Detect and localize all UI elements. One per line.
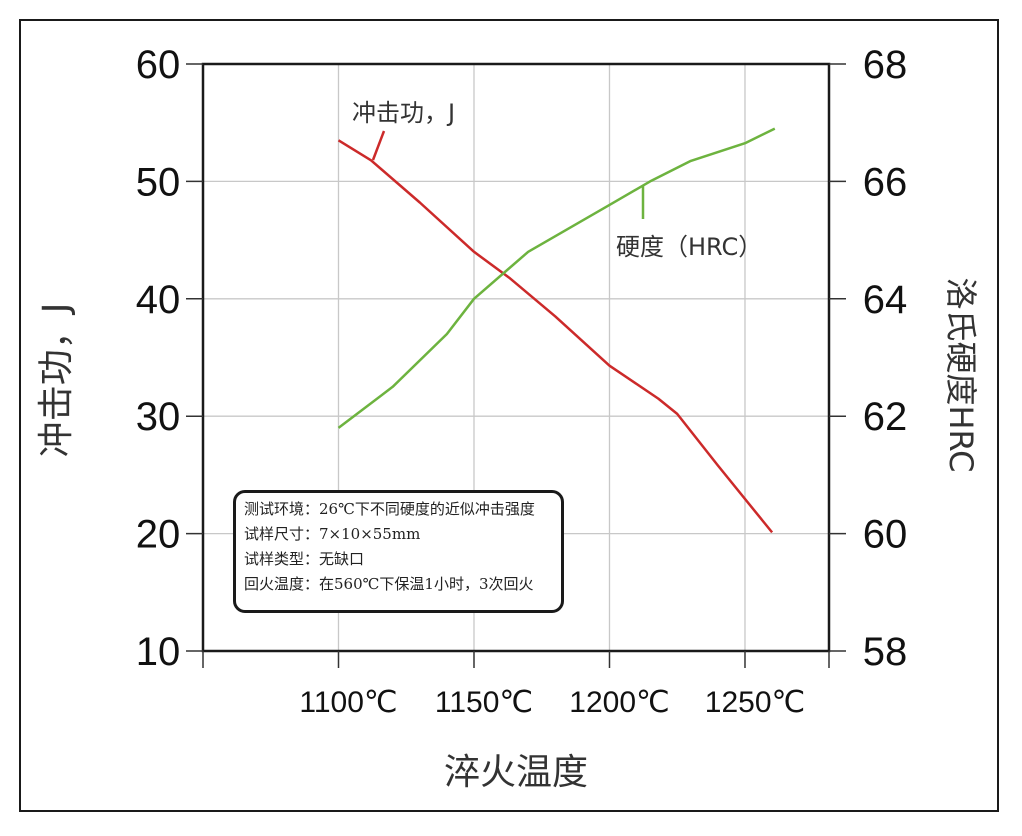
y-left-axis-title: 冲击功，J bbox=[36, 303, 77, 458]
tempering-line: 回火温度：在560℃下保温1小时，3次回火 bbox=[244, 575, 534, 593]
y-left-tick-label: 10 bbox=[136, 630, 181, 674]
test-conditions-box: 测试环境：26℃下不同硬度的近似冲击强度 试样尺寸：7×10×55mm 试样类型… bbox=[233, 490, 564, 613]
y-left-tick-label: 20 bbox=[136, 513, 181, 557]
y-left-tick-label: 30 bbox=[136, 395, 181, 439]
hardness-annotation-label: 硬度（HRC） bbox=[616, 233, 762, 261]
impact-annotation-label: 冲击功，J bbox=[352, 99, 455, 127]
specimen-type-line: 试样类型：无缺口 bbox=[244, 550, 365, 568]
impact-annotation-leader bbox=[371, 130, 386, 161]
y-right-tick-label: 66 bbox=[863, 160, 908, 204]
y-right-axis-title: 洛氏硬度HRC bbox=[942, 277, 980, 472]
y-right-tick-labels: 68 66 64 62 60 58 bbox=[863, 43, 908, 674]
x-tick-label: 1150℃ bbox=[435, 686, 533, 719]
y-right-tick-label: 60 bbox=[863, 513, 908, 557]
plot-area-border bbox=[201, 62, 831, 653]
y-right-tick-label: 68 bbox=[863, 43, 908, 87]
y-left-tick-label: 60 bbox=[136, 43, 181, 87]
y-right-tick-label: 64 bbox=[863, 278, 908, 322]
x-tick-labels: 1100℃ 1150℃ 1200℃ 1250℃ bbox=[299, 686, 805, 719]
test-environment-line: 测试环境：26℃下不同硬度的近似冲击强度 bbox=[244, 500, 535, 518]
y-left-tick-label: 40 bbox=[136, 278, 181, 322]
y-right-tick-label: 62 bbox=[863, 395, 908, 439]
y-left-tick-labels: 60 50 40 30 20 10 bbox=[136, 43, 181, 674]
specimen-size-line: 试样尺寸：7×10×55mm bbox=[244, 525, 421, 543]
y-left-tick-label: 50 bbox=[136, 160, 181, 204]
impact-energy-line bbox=[337, 139, 774, 534]
x-axis-title: 淬火温度 bbox=[444, 752, 588, 793]
axis-ticks bbox=[186, 63, 846, 668]
x-tick-label: 1200℃ bbox=[569, 686, 669, 719]
y-right-tick-label: 58 bbox=[863, 630, 908, 674]
x-tick-label: 1250℃ bbox=[705, 686, 805, 719]
x-tick-label: 1100℃ bbox=[299, 686, 397, 719]
hardness-line bbox=[337, 127, 776, 429]
